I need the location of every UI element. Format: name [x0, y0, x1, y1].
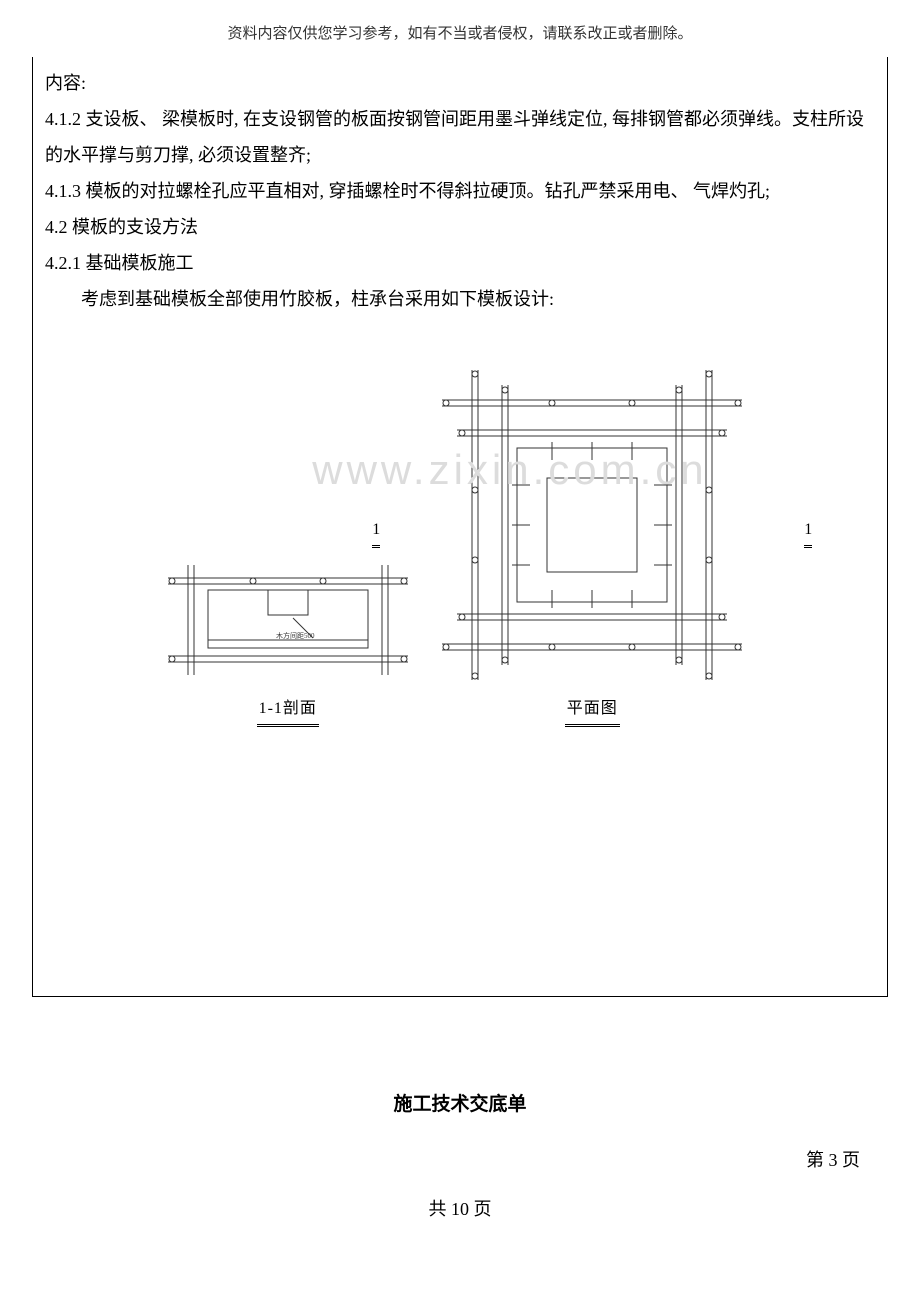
section-diagram: 木方间距500	[158, 560, 418, 690]
plan-diagram	[422, 360, 762, 690]
header-disclaimer: 资料内容仅供您学习参考，如有不当或者侵权，请联系改正或者删除。	[0, 0, 920, 57]
section-label: 1-1剖面	[158, 694, 418, 725]
content-frame: 内容: 4.1.2 支设板、 梁模板时, 在支设钢管的板面按钢管间距用墨斗弹线定…	[32, 57, 888, 997]
section-diagram-wrap: 木方间距500 1-1剖面	[158, 560, 418, 725]
page-number-right: 第 3 页	[0, 1143, 860, 1177]
footer-title: 施工技术交底单	[0, 1087, 920, 1123]
paragraph-4-1-3: 4.1.3 模板的对拉螺栓孔应平直相对, 穿插螺栓时不得斜拉硬顶。钻孔严禁采用电…	[45, 173, 875, 209]
plan-diagram-wrap: www.zixin.com.cn 1 1	[422, 360, 762, 725]
diagram-area: 木方间距500 1-1剖面 www.zixin.com.cn 1 1	[45, 342, 875, 725]
section-marker-left: 1	[372, 515, 380, 546]
paragraph-4-2: 4.2 模板的支设方法	[45, 209, 875, 245]
diagram-annotation: 木方间距500	[276, 631, 315, 640]
page-number-center: 共 10 页	[0, 1192, 920, 1226]
paragraph-4-1-2: 4.1.2 支设板、 梁模板时, 在支设钢管的板面按钢管间距用墨斗弹线定位, 每…	[45, 101, 875, 173]
content-heading: 内容:	[45, 65, 875, 101]
section-marker-right: 1	[804, 515, 812, 546]
paragraph-intro: 考虑到基础模板全部使用竹胶板，柱承台采用如下模板设计:	[45, 281, 875, 317]
plan-label: 平面图	[422, 694, 762, 725]
paragraph-4-2-1: 4.2.1 基础模板施工	[45, 245, 875, 281]
